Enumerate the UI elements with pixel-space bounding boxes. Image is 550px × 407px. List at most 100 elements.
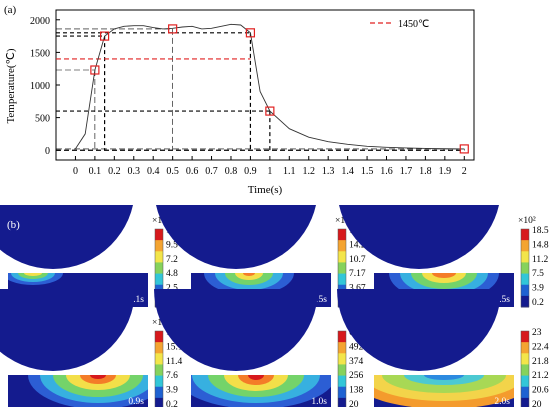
x-tick-label: 0.2 (108, 166, 121, 177)
tool-arc (337, 289, 501, 371)
colorbar-segment (338, 353, 346, 365)
colorbar-segment (521, 375, 529, 388)
x-tick-label: 0.1 (89, 166, 102, 177)
temperature-series-line (75, 23, 465, 150)
contour-band (24, 273, 42, 276)
colorbar-tick-label: 256 (349, 371, 364, 381)
y-tick-label: 2000 (30, 16, 50, 27)
colorbar-segment (338, 251, 346, 263)
contour-band (90, 375, 106, 379)
contour-band (432, 273, 456, 278)
contour-panel: 0.1s×10²11.89.57.24.82.50.20.15s×10²17.7… (0, 205, 550, 407)
y-tick-label: 0 (45, 146, 50, 157)
colorbar-tick-label: 20 (349, 400, 359, 407)
legend-label: 1450℃ (398, 19, 429, 30)
colorbar-segment (155, 397, 163, 407)
colorbar-frame (520, 228, 530, 308)
colorbar-tick-label: 7.17 (349, 269, 366, 279)
colorbar-tick-label: 18.5 (532, 226, 549, 236)
colorbar-segment (521, 353, 529, 365)
colorbar-tick-label: 3.9 (532, 284, 544, 294)
x-tick-label: 0 (73, 166, 78, 177)
x-tick-label: 1.1 (283, 166, 296, 177)
colorbar-exponent: ×10² (152, 216, 170, 226)
x-tick-label: 0.4 (147, 166, 160, 177)
colorbar-segment (155, 342, 163, 354)
x-tick-label: 2 (462, 166, 467, 177)
time-label: 0.9s (128, 397, 144, 407)
colorbar-segment (155, 353, 163, 365)
tool-arc (154, 289, 318, 371)
colorbar-tick-label: 20.6 (532, 386, 549, 396)
colorbar-tick-label: 14.8 (532, 240, 549, 250)
x-tick-label: 0.9 (244, 166, 257, 177)
x-tick-label: 1.7 (400, 166, 413, 177)
x-tick-label: 1.5 (361, 166, 374, 177)
colorbar-segment (338, 386, 346, 399)
tool-arc (339, 205, 499, 269)
colorbar-tick-label: 0.2 (166, 400, 178, 407)
colorbar-frame (337, 330, 347, 407)
colorbar-segment (521, 262, 529, 275)
contour-band (80, 375, 116, 384)
time-label: 1.0s (311, 397, 327, 407)
colorbar-tick-label: 14.2 (349, 240, 366, 250)
colorbar-tick-label: 15.1 (166, 342, 183, 352)
colorbar-exponent: ×10² (518, 216, 536, 226)
time-label: 2.0s (494, 397, 510, 407)
colorbar-segment (155, 262, 163, 275)
colorbar-tick-label: 7.2 (166, 255, 178, 265)
x-tick-label: 1.6 (380, 166, 393, 177)
colorbar-segment (338, 342, 346, 354)
colorbar-segment (521, 386, 529, 399)
colorbar-segment (521, 295, 529, 308)
data-marker (100, 31, 110, 41)
colorbar-segment (338, 375, 346, 388)
y-tick-label: 500 (35, 114, 50, 125)
y-tick-label: 1500 (30, 48, 50, 59)
colorbar-segment (338, 240, 346, 252)
temperature-chart: (a) 0 0.1 0.2 0.3 0.4 0.5 0.6 0.7 0.8 0.9 1 1.1 1.2 1… (4, 4, 475, 196)
colorbar-segment (155, 364, 163, 377)
x-tick-label: 1.4 (341, 166, 354, 177)
panel-b-label: (b) (7, 219, 20, 231)
colorbar-segment (338, 331, 346, 343)
colorbar-tick-label: 7.6 (166, 371, 178, 381)
colorbar-tick-label: 3.67 (349, 284, 366, 294)
contour-band (248, 375, 264, 380)
colorbar-segment (338, 262, 346, 275)
colorbar-segment (521, 364, 529, 377)
colorbar-segment (155, 251, 163, 263)
colorbar-segment (521, 331, 529, 343)
colorbar-segment (155, 375, 163, 388)
data-marker (168, 24, 178, 34)
contour-band (424, 375, 464, 380)
contour-group (8, 273, 63, 285)
x-tick-label: 0.7 (205, 166, 218, 177)
colorbar-tick-label: 23 (532, 328, 542, 338)
x-tick-label: 1.2 (302, 166, 315, 177)
colorbar-tick-label: 0.2 (532, 298, 544, 308)
tool-arc (156, 205, 316, 269)
tool-arc (0, 205, 133, 269)
plot-frame (55, 9, 475, 161)
colorbar-segment (155, 240, 163, 252)
colorbar-tick-label: 374 (349, 357, 364, 367)
time-label: 0.5s (494, 295, 510, 305)
contour-band (243, 273, 255, 276)
colorbar-tick-label: 3.9 (166, 386, 178, 396)
contour-group (374, 375, 514, 407)
time-label: 0.1s (128, 295, 144, 305)
data-marker (245, 28, 256, 38)
colorbar-segment (155, 273, 163, 286)
colorbar-tick-label: 11.2 (532, 255, 549, 265)
contour-group (191, 375, 331, 407)
colorbar-segment (521, 251, 529, 263)
x-axis-label: Time(s) (248, 184, 283, 196)
x-tick-label: 0.5 (166, 166, 179, 177)
colorbar-frame (154, 330, 164, 407)
x-tick-label: 1.3 (322, 166, 335, 177)
contour-band (235, 273, 263, 280)
x-tick-label: 1.8 (419, 166, 432, 177)
